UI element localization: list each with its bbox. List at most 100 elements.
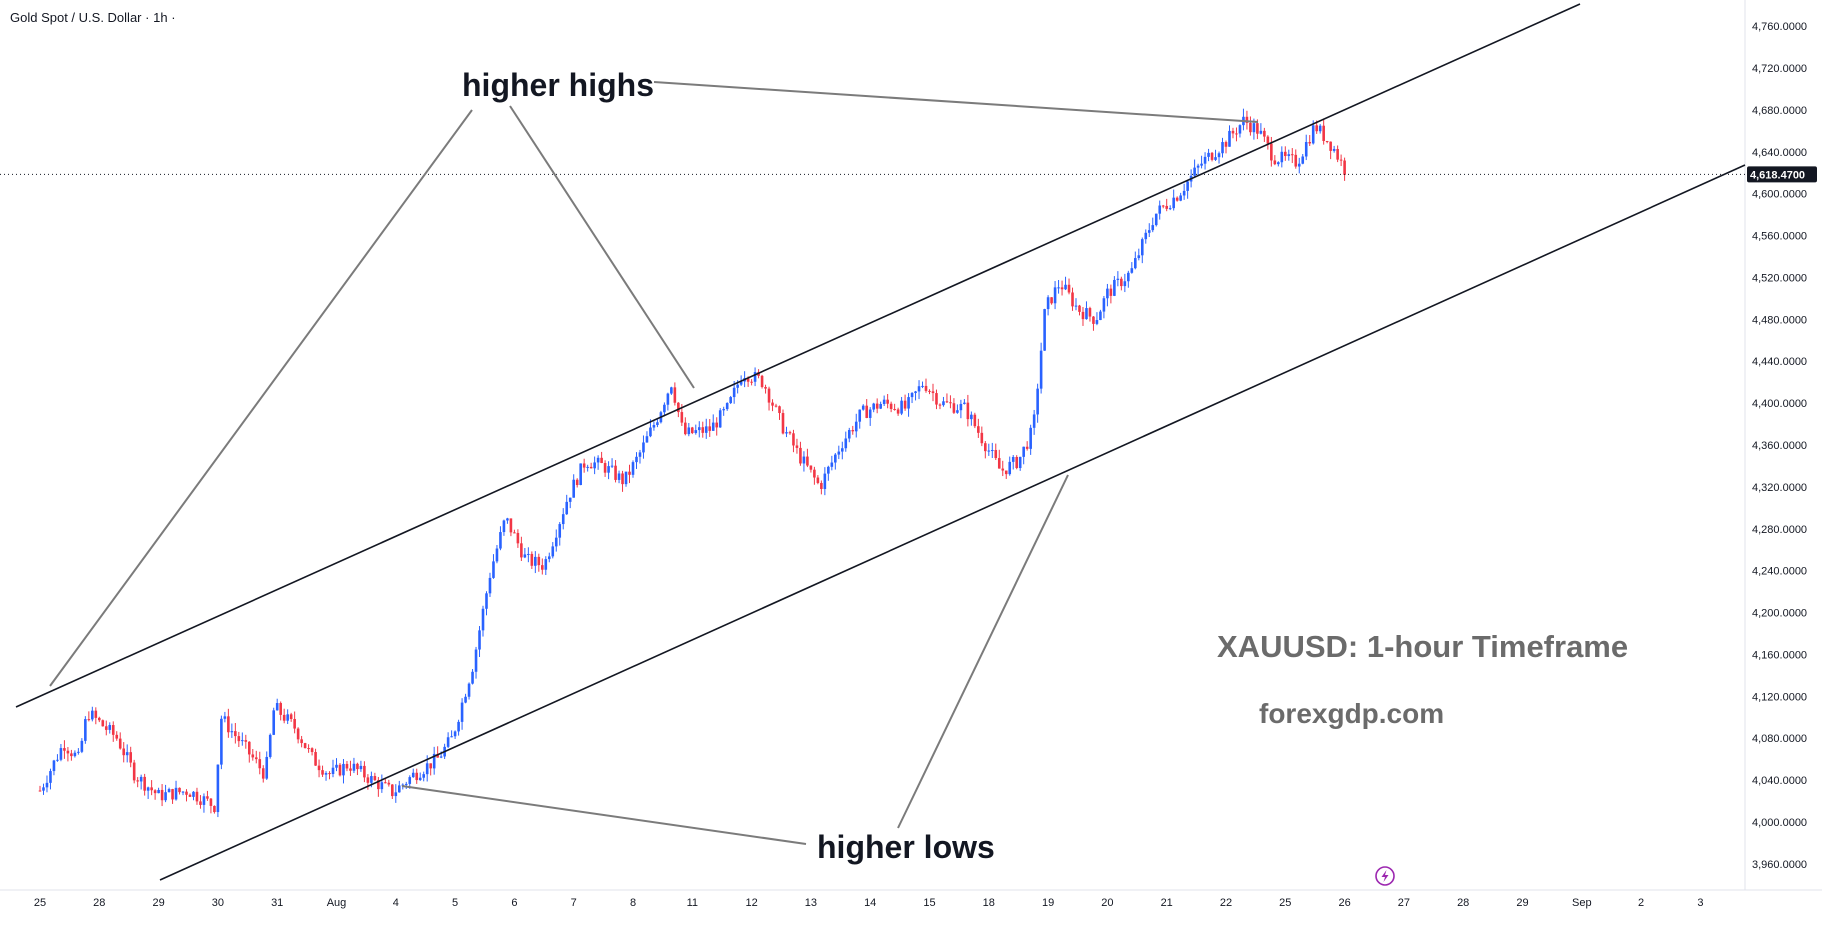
candle-body (534, 556, 537, 566)
higher-highs-label: higher highs (462, 67, 654, 103)
candle-body (418, 777, 422, 781)
time-axis[interactable]: 25 28 29 30 31 Aug 4 5 6 7 8 11 12 13 14 15 18 19 20 21 22 25… (34, 897, 1704, 909)
price-tick-label: 4,240.0000 (1752, 566, 1807, 578)
candle-body (366, 777, 370, 783)
candle-body (167, 789, 171, 793)
candle-body (422, 774, 426, 778)
candle-body (917, 386, 921, 392)
symbol-header[interactable]: Gold Spot / U.S. Dollar · 1h · (10, 10, 176, 25)
candle-body (1294, 154, 1298, 167)
last-price-tag-text: 4,618.4700 (1750, 169, 1805, 181)
candle-body (87, 719, 91, 721)
price-tick-label: 4,120.0000 (1752, 691, 1807, 703)
candle-body (314, 752, 317, 766)
candle-body (739, 381, 743, 385)
lower-channel-trendline[interactable] (159, 164, 1746, 881)
candle-body (506, 518, 509, 521)
candle-body (725, 403, 729, 410)
candle-body (1099, 311, 1102, 321)
candle-body (666, 393, 670, 405)
candle-body (125, 752, 129, 756)
candle-body (70, 753, 73, 757)
candle-body (1311, 125, 1315, 144)
lightning-icon[interactable] (1375, 866, 1395, 886)
candle-body (1144, 232, 1148, 240)
upper-channel-trendline[interactable] (15, 3, 1581, 708)
candle-body (1182, 190, 1186, 196)
candle-body (603, 462, 607, 473)
candle-body (408, 777, 412, 784)
time-tick-label: 26 (1338, 897, 1350, 909)
candle-body (558, 524, 562, 538)
candle-body (572, 479, 575, 498)
time-tick-label: Aug (327, 897, 347, 909)
candle-body (293, 718, 296, 729)
candle-body (1161, 205, 1165, 207)
candle-body (652, 425, 656, 428)
candle-body (568, 497, 572, 502)
candle-body (439, 756, 443, 758)
candle-body (84, 719, 87, 741)
candle-body (921, 385, 924, 387)
time-tick-label: 27 (1398, 897, 1410, 909)
candle-body (614, 465, 617, 480)
price-axis[interactable]: 3,960.0000 4,000.0000 4,040.0000 4,080.0000… (1752, 21, 1807, 871)
price-tick-label: 4,320.0000 (1752, 482, 1807, 494)
candle-body (1339, 159, 1343, 161)
candle-body (823, 473, 827, 489)
candle-body (195, 791, 199, 802)
candle-body (586, 466, 589, 468)
candle-body (457, 721, 460, 732)
candle-body (1032, 414, 1036, 428)
candle-body (1301, 156, 1305, 164)
candle-body (1263, 130, 1266, 137)
candle-body (1329, 141, 1332, 151)
candle-body (907, 397, 910, 409)
interval-label[interactable]: 1h (153, 10, 168, 25)
candle-body (1290, 154, 1294, 156)
candle-body (188, 794, 192, 797)
candle-body (1039, 350, 1043, 389)
candle-body (415, 772, 419, 781)
candle-body (865, 405, 869, 418)
candle-body (858, 409, 862, 422)
time-tick-label: 29 (1516, 897, 1528, 909)
candle-body (342, 763, 345, 776)
candle-body (980, 432, 984, 444)
candle-body (370, 776, 373, 783)
candle-body (997, 458, 1001, 469)
candle-body (813, 469, 816, 478)
price-tick-label: 4,280.0000 (1752, 524, 1807, 536)
candle-body (795, 445, 799, 448)
candle-body (1046, 297, 1050, 310)
candle-body (774, 405, 778, 407)
candle-body (335, 764, 338, 768)
candle-body (1071, 292, 1074, 307)
price-tick-label: 4,440.0000 (1752, 356, 1807, 368)
candle-body (1102, 298, 1106, 312)
candle-body (49, 771, 52, 783)
timeframe-label: XAUUSD: 1-hour Timeframe (1217, 629, 1628, 664)
candle-body (499, 532, 502, 549)
candle-body (1085, 308, 1088, 320)
candle-body (1277, 162, 1280, 165)
candle-body (844, 438, 848, 449)
candle-body (192, 791, 195, 797)
candle-body (244, 740, 248, 742)
candle-body (704, 426, 708, 433)
candle-body (1029, 427, 1032, 449)
candle-body (1318, 125, 1322, 132)
candle-body (1092, 316, 1095, 324)
higher-highs-pointer-2 (509, 105, 695, 389)
candle-body (561, 514, 565, 525)
candle-body (1011, 456, 1015, 462)
candle-body (474, 649, 478, 672)
candle-body (1050, 297, 1053, 304)
candle-body (321, 770, 324, 775)
time-tick-label: 29 (152, 897, 164, 909)
candle-body (488, 577, 492, 594)
candle-body (645, 436, 649, 443)
candle-body (851, 430, 855, 432)
